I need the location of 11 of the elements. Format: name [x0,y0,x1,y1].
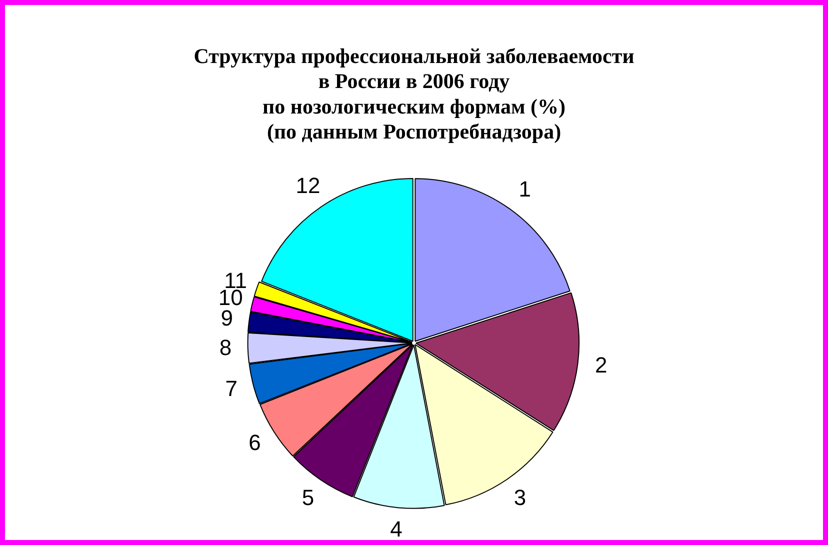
slice-label: 12 [296,172,320,198]
slice-label: 7 [225,376,238,401]
slice-label: 2 [594,352,608,378]
slice-label: 8 [219,334,232,360]
chart-title: Структура профессиональной заболеваемости в России в 2006 году по нозологическим формам (%) (по данным Роспотребнадзора) [194,44,634,144]
slice-label: 9 [220,305,234,330]
slice-label: 1 [518,176,531,202]
slice-label: 4 [390,516,402,542]
slice-label: 6 [248,430,261,456]
slice-label: 5 [302,484,314,510]
slice-label: 3 [514,484,526,510]
